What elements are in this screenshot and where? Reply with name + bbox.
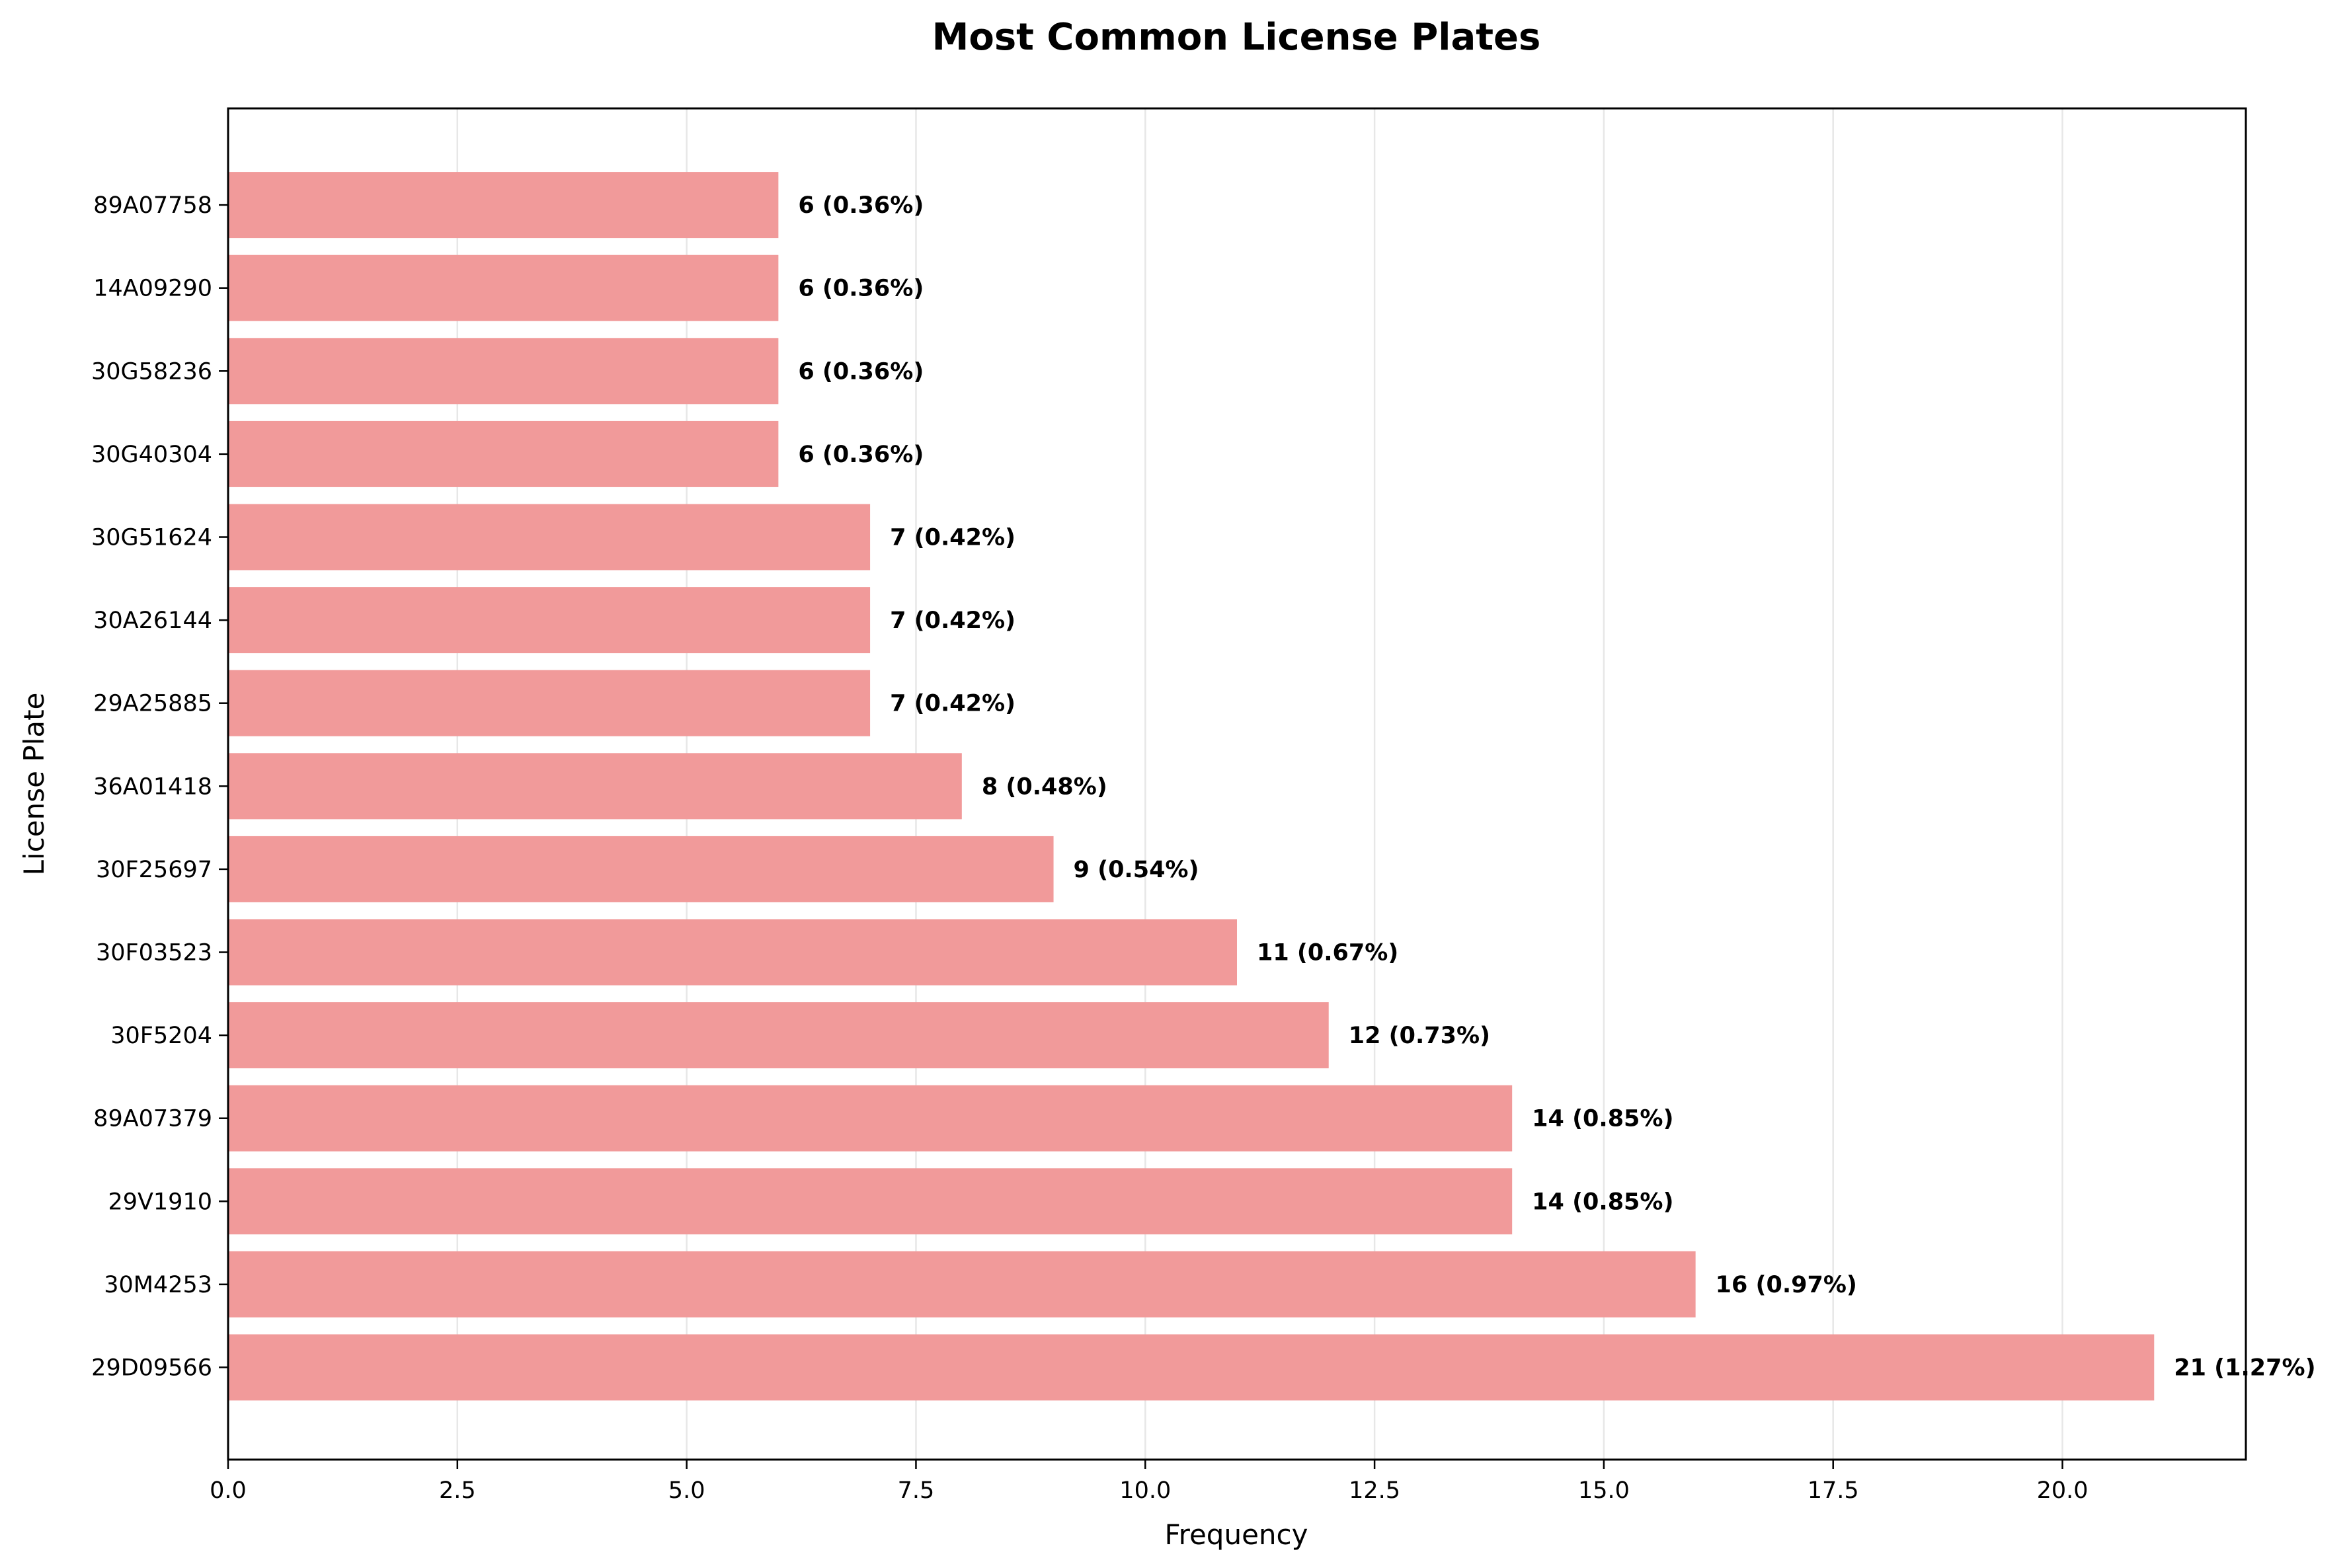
- x-tick-label: 20.0: [2037, 1477, 2089, 1504]
- bar-data-label: 8 (0.48%): [982, 773, 1107, 800]
- y-tick-label: 14A09290: [93, 276, 212, 302]
- bar: [228, 836, 1054, 902]
- x-tick-label: 12.5: [1349, 1477, 1400, 1504]
- y-tick-label: 30M4253: [104, 1272, 212, 1298]
- plot-frame: [227, 107, 2247, 1461]
- y-tick-label: 29A25885: [93, 691, 212, 717]
- bar: [228, 1002, 1329, 1069]
- y-tick-label: 29V1910: [108, 1189, 212, 1215]
- x-tick-label: 17.5: [1808, 1477, 1859, 1504]
- bar: [228, 1334, 2155, 1401]
- bar-data-label: 6 (0.36%): [798, 358, 924, 385]
- bar: [228, 255, 779, 321]
- x-tick-label: 15.0: [1578, 1477, 1630, 1504]
- chart-title: Most Common License Plates: [932, 16, 1541, 59]
- bar: [228, 172, 779, 239]
- y-tick-label: 30G51624: [91, 525, 212, 551]
- bar: [228, 753, 962, 820]
- x-tick-label: 5.0: [668, 1477, 705, 1504]
- bars: [228, 172, 2155, 1401]
- bar: [228, 1168, 1513, 1235]
- bar-data-label: 14 (0.85%): [1532, 1106, 1673, 1132]
- y-tick-label: 30F5204: [110, 1023, 212, 1049]
- x-ticks: 0.0 2.5 5.0 7.5 10.0 12.5 15.0 17.5 20.0: [210, 1460, 2089, 1504]
- bar-data-label: 6 (0.36%): [798, 192, 924, 219]
- y-axis-label: License Plate: [18, 693, 50, 876]
- y-tick-label: 89A07379: [93, 1106, 212, 1132]
- x-tick-label: 7.5: [898, 1477, 935, 1504]
- x-tick-label: 10.0: [1119, 1477, 1171, 1504]
- y-tick-label: 29D09566: [91, 1355, 212, 1382]
- y-tick-label: 89A07758: [93, 192, 212, 219]
- data-labels: 21 (1.27%) 16 (0.97%) 14 (0.85%) 14 (0.85%)…: [798, 192, 2315, 1381]
- bar-data-label: 21 (1.27%): [2174, 1355, 2315, 1382]
- bar: [228, 1251, 1696, 1317]
- bar-data-label: 16 (0.97%): [1716, 1272, 1857, 1298]
- bar-data-label: 9 (0.54%): [1074, 857, 1199, 883]
- y-tick-label: 30G40304: [91, 442, 212, 468]
- bar-data-label: 12 (0.73%): [1349, 1023, 1490, 1049]
- x-tick-label: 2.5: [439, 1477, 476, 1504]
- bar: [228, 338, 779, 405]
- y-tick-label: 30A26144: [93, 608, 212, 634]
- bar: [228, 420, 779, 487]
- bar: [228, 670, 871, 736]
- bar-data-label: 14 (0.85%): [1532, 1189, 1673, 1215]
- y-tick-label: 30G58236: [91, 358, 212, 385]
- bar: [228, 504, 871, 570]
- bar-data-label: 7 (0.42%): [890, 525, 1015, 551]
- bar: [228, 587, 871, 654]
- bar: [228, 919, 1237, 986]
- x-axis-label: Frequency: [1165, 1518, 1308, 1551]
- bar: [228, 1085, 1513, 1152]
- bar-data-label: 7 (0.42%): [890, 608, 1015, 634]
- bar-data-label: 11 (0.67%): [1257, 940, 1398, 966]
- y-tick-label: 30F03523: [96, 940, 212, 966]
- bar-data-label: 7 (0.42%): [890, 691, 1015, 717]
- y-tick-label: 36A01418: [93, 773, 212, 800]
- x-tick-label: 0.0: [210, 1477, 247, 1504]
- y-tick-label: 30F25697: [96, 857, 212, 883]
- y-ticks: 29D09566 30M4253 29V1910 89A07379 30F5204 30F…: [91, 192, 228, 1382]
- bar-data-label: 6 (0.36%): [798, 442, 924, 468]
- bar-data-label: 6 (0.36%): [798, 276, 924, 302]
